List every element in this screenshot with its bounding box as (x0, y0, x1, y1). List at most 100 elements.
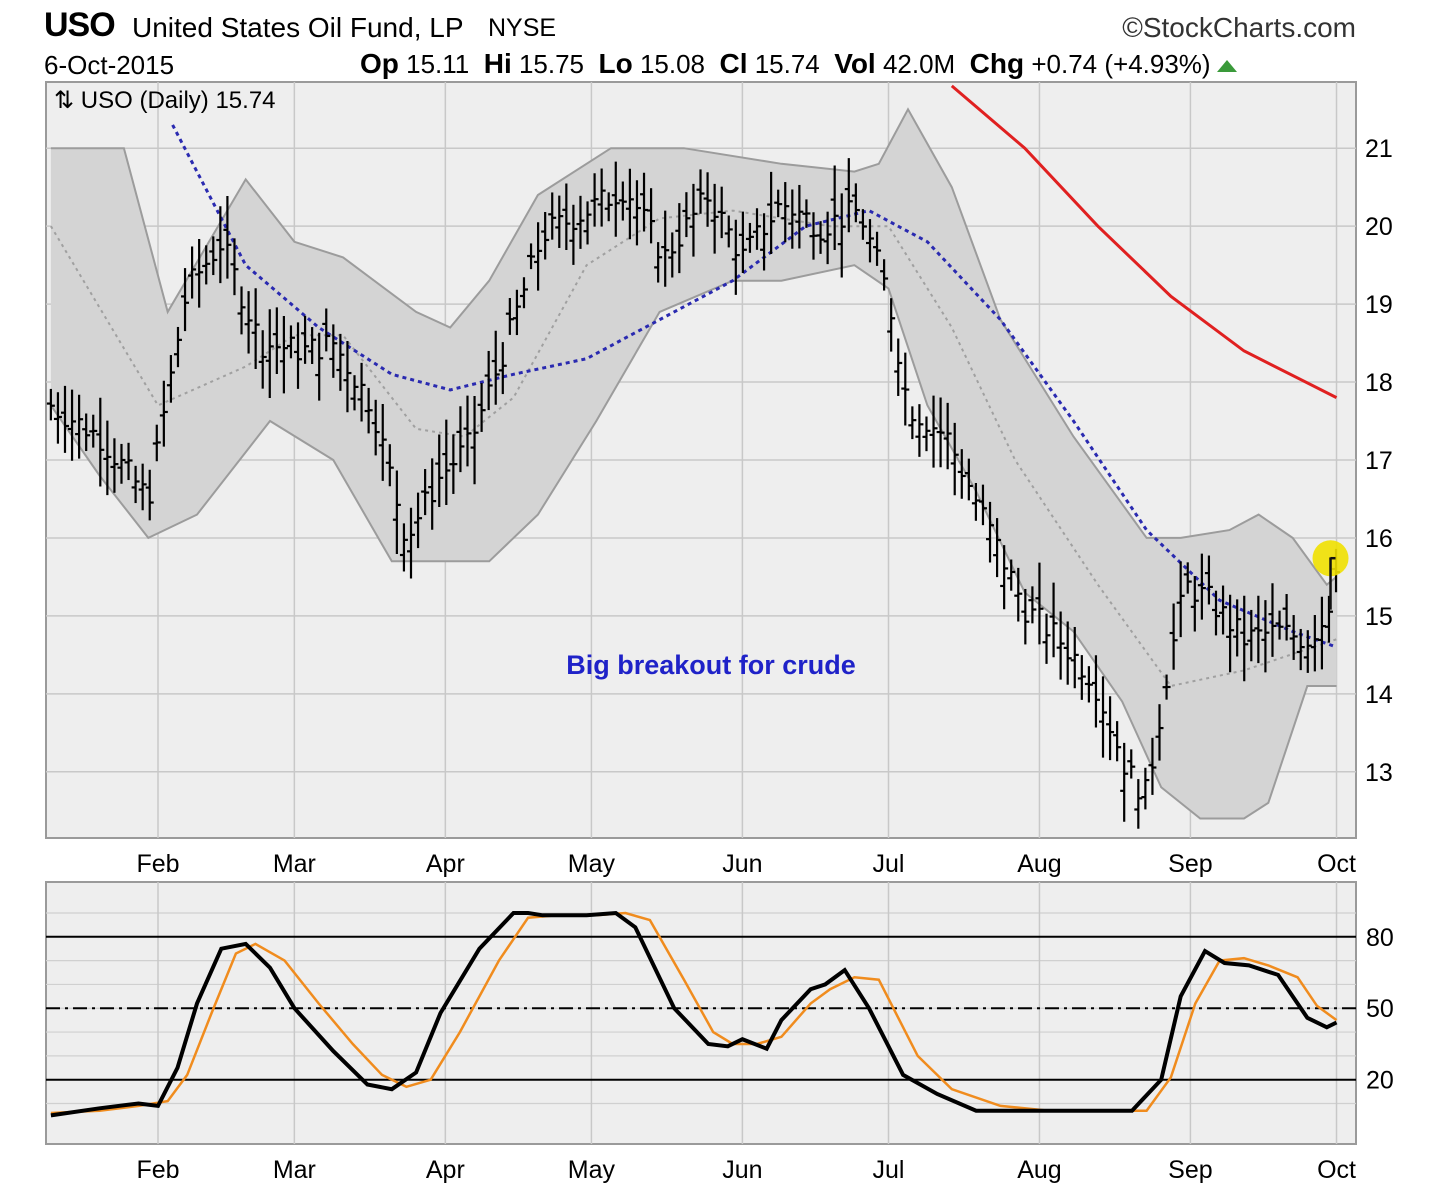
price-date-label: May (568, 850, 616, 878)
stochastic-date-label: Mar (273, 1156, 316, 1184)
ohlc-bar (428, 458, 437, 530)
up-arrow-icon (1216, 60, 1237, 73)
ohlc-bar (661, 210, 670, 287)
ohlc-bar (632, 180, 641, 246)
ohlc-bar (195, 239, 204, 308)
ohlc-bar (908, 406, 917, 440)
price-date-label: Jun (722, 850, 762, 878)
ohlc-bar (527, 243, 536, 270)
ohlc-bar (548, 192, 557, 240)
ohlc-bar (343, 341, 352, 413)
ohlc-bar (1113, 721, 1122, 762)
stochastic-d-line (50, 911, 1338, 1115)
ohlc-bar (166, 355, 175, 403)
ohlc-bar (844, 158, 853, 233)
ohlc-bar (1007, 559, 1016, 591)
ohlc-bar (1042, 613, 1051, 664)
ohlc-bar (477, 383, 486, 432)
ohlc-bar (173, 326, 182, 368)
ohlc-bar (915, 404, 924, 457)
ohlc-bar (1028, 586, 1037, 624)
ohlc-bar (96, 397, 105, 487)
ohlc-bar (647, 188, 656, 244)
moving-averages (171, 84, 1338, 649)
ohlc-bar (1021, 588, 1030, 645)
brand-watermark[interactable]: ©StockCharts.com (1122, 12, 1356, 43)
stochastic-date-label: Oct (1317, 1156, 1356, 1184)
ohlc-bar (1000, 545, 1009, 610)
ohlc-bar (1211, 590, 1220, 636)
ohlc-bar (696, 169, 705, 214)
ohlc-bar (329, 324, 338, 378)
ohlc-bar (68, 389, 77, 461)
ohlc-bar (1014, 567, 1023, 622)
ohlc-bar (802, 199, 811, 228)
ohlc-bar (978, 484, 987, 526)
ohlc-bar (308, 327, 317, 364)
ohlc-bar (703, 172, 712, 227)
ohlc-bar (618, 181, 627, 221)
ohlc-bar (75, 394, 84, 459)
stochastic-k-line (50, 910, 1338, 1118)
ohlc-bar (470, 395, 479, 485)
price-date-label: Aug (1017, 850, 1061, 878)
ohlc-bar (738, 211, 747, 274)
stochastic-date-label: Apr (426, 1156, 465, 1184)
ohlc-bar (498, 342, 507, 395)
ohlc-bar (399, 523, 408, 572)
ohlc-bar (1233, 599, 1242, 657)
ohlc-bar (1070, 626, 1079, 689)
stochastic-date-label: Sep (1168, 1156, 1212, 1184)
ohlc-bar (993, 518, 1002, 578)
ohlc-bar (562, 183, 571, 250)
ohlc-bar (357, 362, 366, 422)
stochastic-date-label: Jun (722, 1156, 762, 1184)
ohlc-bar (1091, 655, 1100, 728)
price-tick-label: 16 (1365, 525, 1393, 553)
quote-date: 6-Oct-2015 (44, 50, 175, 80)
ohlc-bar (1049, 582, 1058, 658)
ohlc-bar (110, 438, 119, 493)
ohlc-bar (823, 211, 832, 265)
ohlc-bar (442, 419, 451, 505)
ohlc-bar (131, 465, 140, 504)
ohlc-bar (1084, 666, 1093, 703)
price-tick-label: 20 (1365, 213, 1393, 241)
ohlc-bar (710, 183, 719, 254)
ohlc-bar (1282, 594, 1291, 641)
ohlc-bar (929, 395, 938, 468)
ohlc-bar (1099, 676, 1108, 758)
ohlc-bar (1106, 696, 1115, 761)
ohlc-bar (1247, 609, 1256, 662)
ohlc-bar (350, 375, 359, 411)
ohlc-bar (265, 309, 274, 398)
ohlc-bar (1183, 562, 1192, 594)
ohlc-bar (830, 165, 839, 250)
ohlc-bar (1204, 555, 1213, 605)
ohlc-bar (202, 245, 211, 285)
ohlc-bar (371, 399, 380, 456)
ohlc-bar (1120, 742, 1129, 822)
ohlc-bar (89, 414, 98, 448)
ohlc-bar (258, 330, 267, 389)
price-tick-label: 19 (1365, 291, 1393, 319)
ohlc-bar (1148, 737, 1157, 795)
ohlc-bar (894, 338, 903, 396)
ohlc-bar (1268, 583, 1277, 657)
ohlc-bar (625, 168, 634, 240)
ohlc-bar (837, 193, 846, 278)
legend-label: USO (Daily) 15.74 (80, 87, 276, 114)
ohlc-bar (604, 192, 613, 222)
ohlc-bar (1162, 674, 1171, 700)
ohlc-bar (435, 434, 444, 507)
ohlc-bar (336, 333, 345, 391)
ohlc-bar (1289, 615, 1298, 660)
ohlc-bar (286, 325, 295, 359)
ohlc-bar (1303, 630, 1312, 673)
price-tick-label: 21 (1365, 135, 1393, 163)
ohlc-bar (421, 469, 430, 516)
stochastic-date-label: Jul (873, 1156, 905, 1184)
ohlc-bar (322, 308, 331, 352)
ohlc-bar (1226, 594, 1235, 673)
